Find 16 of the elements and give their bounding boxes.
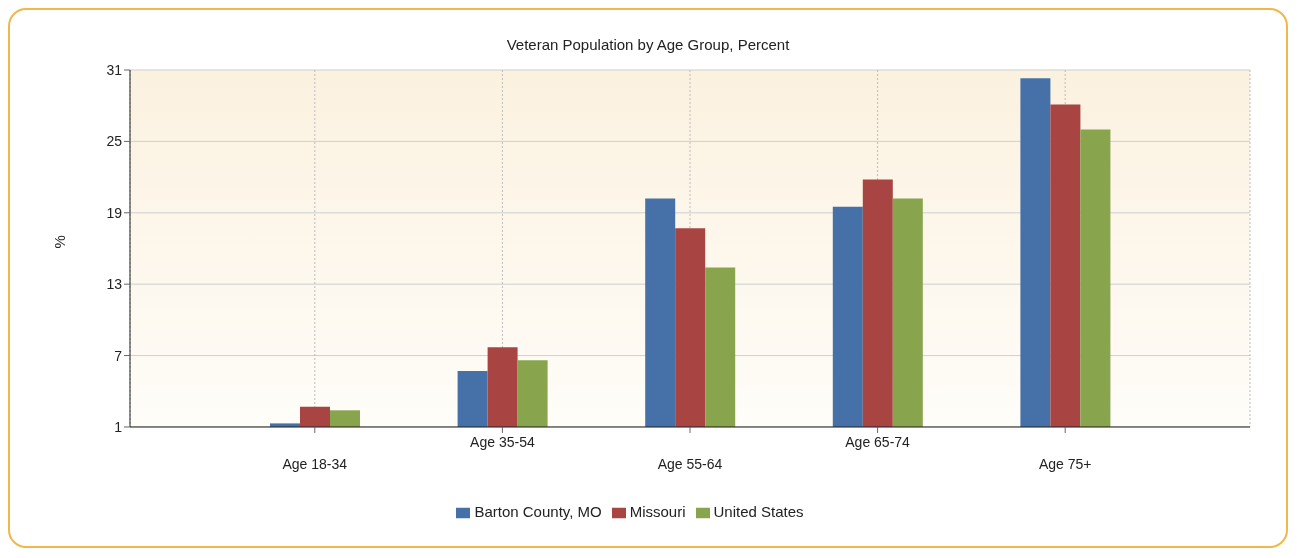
y-tick-label: 13 [106,276,123,293]
y-axis-title: % [51,235,69,249]
legend-label: Barton County, MO [474,502,602,520]
legend-label: Missouri [629,502,686,520]
x-tick-label: Age 18-34 [282,455,348,472]
y-tick-label: 19 [106,204,123,221]
x-tick-label: Age 75+ [1038,455,1092,472]
y-tick-label: 1 [114,418,123,435]
y-tick-label: 31 [106,61,123,78]
x-tick-label: Age 65-74 [845,433,911,450]
x-tick-label: Age 35-54 [470,433,535,450]
legend-label: United States [713,502,804,520]
x-tick-label: Age 55-64 [657,455,723,472]
chart-title: Veteran Population by Age Group, Percent [505,35,791,55]
y-tick-label: 7 [114,347,123,364]
y-tick-label: 25 [106,133,123,150]
